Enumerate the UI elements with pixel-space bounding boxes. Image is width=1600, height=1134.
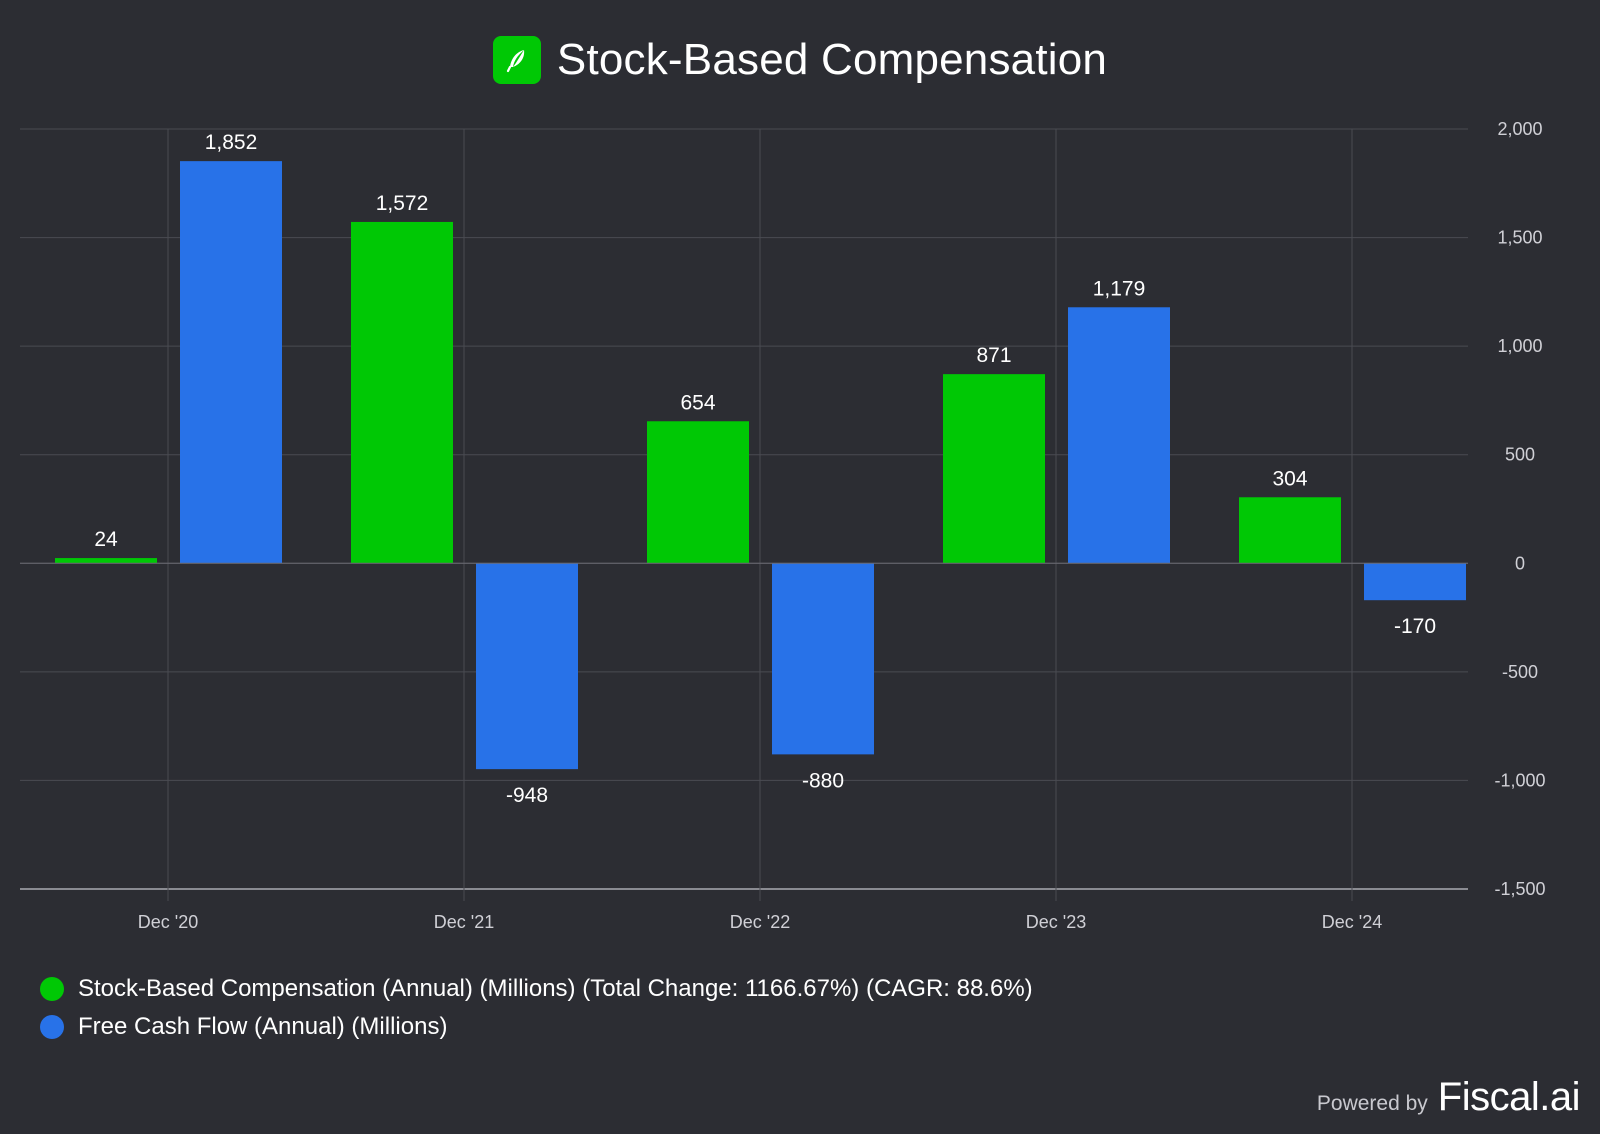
data-label-fcf: -880 — [802, 769, 844, 792]
data-label-sbc: 1,572 — [376, 192, 429, 215]
legend-item-fcf[interactable]: Free Cash Flow (Annual) (Millions) — [40, 1008, 1033, 1046]
y-tick-label: 1,000 — [1497, 336, 1542, 356]
x-tick-label: Dec '21 — [434, 912, 494, 932]
y-tick-label: -1,000 — [1494, 770, 1545, 790]
x-tick-label: Dec '23 — [1026, 912, 1086, 932]
y-tick-label: -500 — [1502, 662, 1538, 682]
y-tick-label: 500 — [1505, 445, 1535, 465]
y-tick-label: 2,000 — [1497, 119, 1542, 139]
brand-logo[interactable]: Fiscal.ai — [1437, 1075, 1581, 1119]
chart-title: Stock-Based Compensation — [556, 35, 1108, 84]
data-label-fcf: -948 — [506, 784, 548, 807]
y-tick-label: -1,500 — [1494, 879, 1545, 899]
legend: Stock-Based Compensation (Annual) (Milli… — [40, 970, 1033, 1046]
data-label-sbc: 304 — [1272, 467, 1307, 490]
bar-fcf — [180, 161, 282, 564]
data-label-sbc: 24 — [94, 528, 118, 551]
y-tick-label: 1,500 — [1497, 228, 1542, 248]
powered-by-text: Powered by — [1316, 1092, 1428, 1115]
bar-sbc — [55, 558, 157, 564]
x-tick-label: Dec '22 — [730, 912, 790, 932]
x-tick-label: Dec '20 — [138, 912, 198, 932]
bar-fcf — [1068, 307, 1170, 564]
legend-label-fcf: Free Cash Flow (Annual) (Millions) — [78, 1013, 448, 1040]
data-label-sbc: 871 — [976, 344, 1011, 367]
title-row: Stock-Based Compensation — [0, 30, 1600, 90]
chart-area: 2,000 1,500 1,000 500 0 -500 -1,000 -1,500 Dec '… — [20, 119, 1546, 932]
bar-sbc — [647, 421, 749, 564]
data-label-fcf: 1,852 — [205, 131, 258, 154]
legend-dot-sbc — [40, 977, 64, 1001]
bar-sbc — [1239, 497, 1341, 564]
data-label-fcf: 1,179 — [1093, 277, 1146, 300]
legend-dot-fcf — [40, 1015, 64, 1039]
bar-sbc — [351, 221, 453, 564]
feather-logo-icon — [492, 36, 541, 84]
legend-label-sbc: Stock-Based Compensation (Annual) (Milli… — [78, 975, 1033, 1002]
legend-item-sbc[interactable]: Stock-Based Compensation (Annual) (Milli… — [40, 970, 1033, 1008]
x-tick-label: Dec '24 — [1322, 912, 1382, 932]
bar-fcf — [1364, 563, 1466, 601]
y-tick-label: 0 — [1515, 553, 1525, 573]
footer: Powered by Fiscal.ai — [1316, 1075, 1581, 1120]
bar-fcf — [476, 563, 578, 770]
bar-fcf — [772, 563, 874, 755]
data-label-sbc: 654 — [680, 391, 715, 414]
data-label-fcf: -170 — [1394, 615, 1436, 638]
bar-sbc — [943, 374, 1045, 564]
